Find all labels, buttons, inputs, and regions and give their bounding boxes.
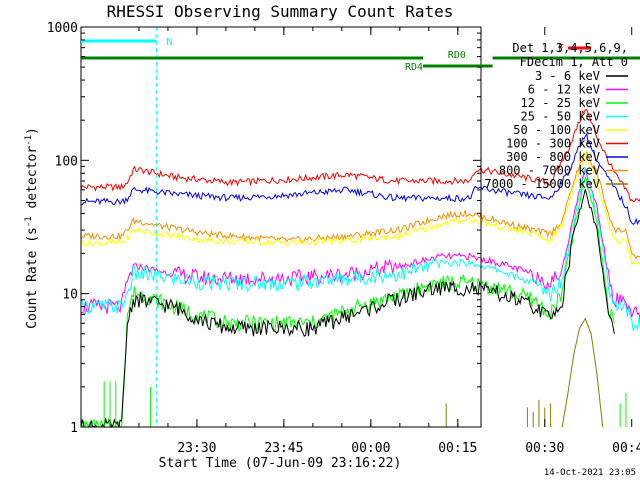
y-axis-label-end: ) <box>25 127 40 135</box>
y-tick-label: 10 <box>62 288 78 303</box>
legend: Det 1,3,4,5,6,9, FDecim 1, Att 0 3 - 6 k… <box>484 41 628 191</box>
series-line-300-800-kev <box>80 132 640 226</box>
y-axis-label-main: Count Rate (s <box>25 227 40 329</box>
axes-layer: 1 10 100 1000 23:30 23:45 00:00 00:15 00:30 00:45 <box>47 21 640 456</box>
flag-label-rd4: RD4 <box>405 62 423 73</box>
plot-area <box>80 27 640 429</box>
y-tick-label: 100 <box>55 154 78 169</box>
y-tick-label: 1 <box>70 421 78 436</box>
legend-header-2: FDecim 1, Att 0 <box>520 55 628 69</box>
series-line-800-7000-kev <box>80 151 640 260</box>
x-tick-label: 00:15 <box>438 441 477 456</box>
legend-entry-label: 6 - 12 keV <box>528 83 600 97</box>
flags-layer: N F RD0 RD4 <box>81 37 640 73</box>
x-tick-label: 00:45 <box>612 441 640 456</box>
legend-entry-label: 100 - 300 keV <box>506 137 600 151</box>
flag-label-rd0: RD0 <box>448 50 466 61</box>
x-tick-label: 00:00 <box>351 441 390 456</box>
series-line-7000-15000-kev <box>561 317 604 428</box>
legend-entry-label: 25 - 50 keV <box>521 110 600 124</box>
footer-timestamp: 14-Oct-2021 23:05 <box>544 468 636 478</box>
series-line-100-300-kev <box>80 109 640 203</box>
legend-entry-label: 12 - 25 keV <box>521 96 600 110</box>
y-axis-label-sup1: -1 <box>24 216 34 227</box>
x-axis-label: Start Time (07-Jun-09 23:16:22) <box>159 456 402 471</box>
series-line-6-12-kev <box>80 166 640 321</box>
legend-entry-label: 7000 - 15000 keV <box>484 177 600 191</box>
legend-entry-label: 50 - 100 keV <box>513 123 600 137</box>
legend-entry-label: 300 - 800 keV <box>506 150 600 164</box>
legend-header-1: Det 1,3,4,5,6,9, <box>512 41 628 55</box>
flag-label-f: F <box>558 43 564 54</box>
series-line-3-6-kev <box>80 189 615 429</box>
series-line-50-100-kev <box>80 151 640 266</box>
series-line-25-50-kev <box>80 166 640 331</box>
x-tick-label: 00:30 <box>525 441 564 456</box>
y-axis-label: Count Rate (s-1 detector-1) <box>24 127 40 329</box>
y-axis-label-sup2: -1 <box>24 135 34 146</box>
y-axis-label-mid: detector <box>25 146 40 217</box>
chart-title: RHESSI Observing Summary Count Rates <box>107 2 454 21</box>
plot-frame <box>80 26 482 428</box>
x-tick-label: 23:30 <box>177 441 216 456</box>
series-line-12-25-kev <box>81 175 615 429</box>
y-tick-label: 1000 <box>47 21 78 36</box>
legend-entry-label: 3 - 6 keV <box>535 69 600 83</box>
legend-entry-label: 800 - 7000 keV <box>499 164 600 178</box>
x-tick-label: 23:45 <box>264 441 303 456</box>
flag-label-n: N <box>166 37 172 48</box>
